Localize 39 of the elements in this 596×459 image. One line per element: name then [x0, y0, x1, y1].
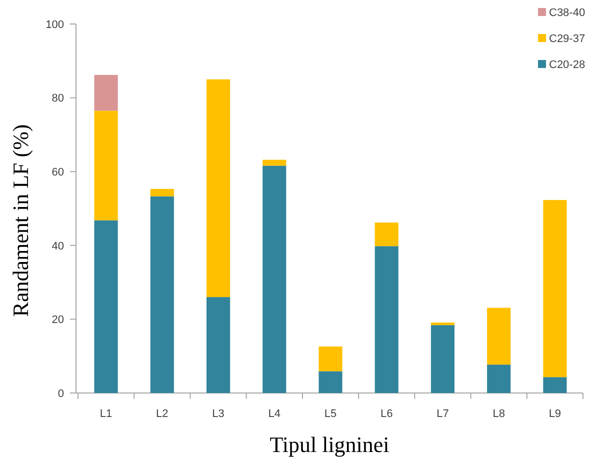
x-tick-label: L2: [156, 408, 168, 420]
y-axis-title: Randament in LF (%): [8, 124, 33, 317]
bar: [94, 110, 118, 220]
x-tick-label: L1: [100, 408, 112, 420]
bar: [262, 166, 286, 393]
bar: [543, 200, 567, 378]
bar: [94, 74, 118, 111]
bar: [206, 297, 230, 393]
x-axis-title: Tipul ligninei: [270, 432, 390, 457]
y-tick-label: 60: [52, 166, 64, 178]
y-tick-label: 20: [52, 314, 64, 326]
bar: [543, 377, 567, 393]
bar: [374, 246, 398, 393]
y-tick-label: 40: [52, 240, 64, 252]
bar: [94, 220, 118, 393]
x-tick-label: L6: [380, 408, 393, 420]
x-tick-label: L7: [436, 408, 449, 420]
bar: [487, 308, 511, 365]
x-tick-label: L3: [212, 408, 224, 420]
y-tick-label: 100: [46, 18, 64, 31]
bar: [150, 188, 174, 196]
legend-label: C20-28: [549, 58, 586, 71]
x-tick-label: L9: [548, 408, 562, 420]
bar: [374, 222, 398, 246]
y-tick-label: 80: [52, 92, 64, 105]
bar: [318, 346, 342, 372]
bar: [487, 364, 511, 393]
bar: [206, 79, 230, 298]
legend-label: C38-40: [549, 6, 586, 19]
bar: [150, 196, 174, 393]
x-tick-label: L5: [324, 408, 337, 420]
bar: [430, 322, 455, 326]
x-tick-label: L8: [492, 408, 505, 420]
y-tick-label: 0: [58, 388, 64, 400]
legend-label: C29-37: [549, 32, 586, 45]
bar: [430, 325, 455, 393]
x-tick-label: L4: [268, 408, 281, 420]
bar: [318, 371, 342, 393]
bar: [262, 160, 286, 166]
